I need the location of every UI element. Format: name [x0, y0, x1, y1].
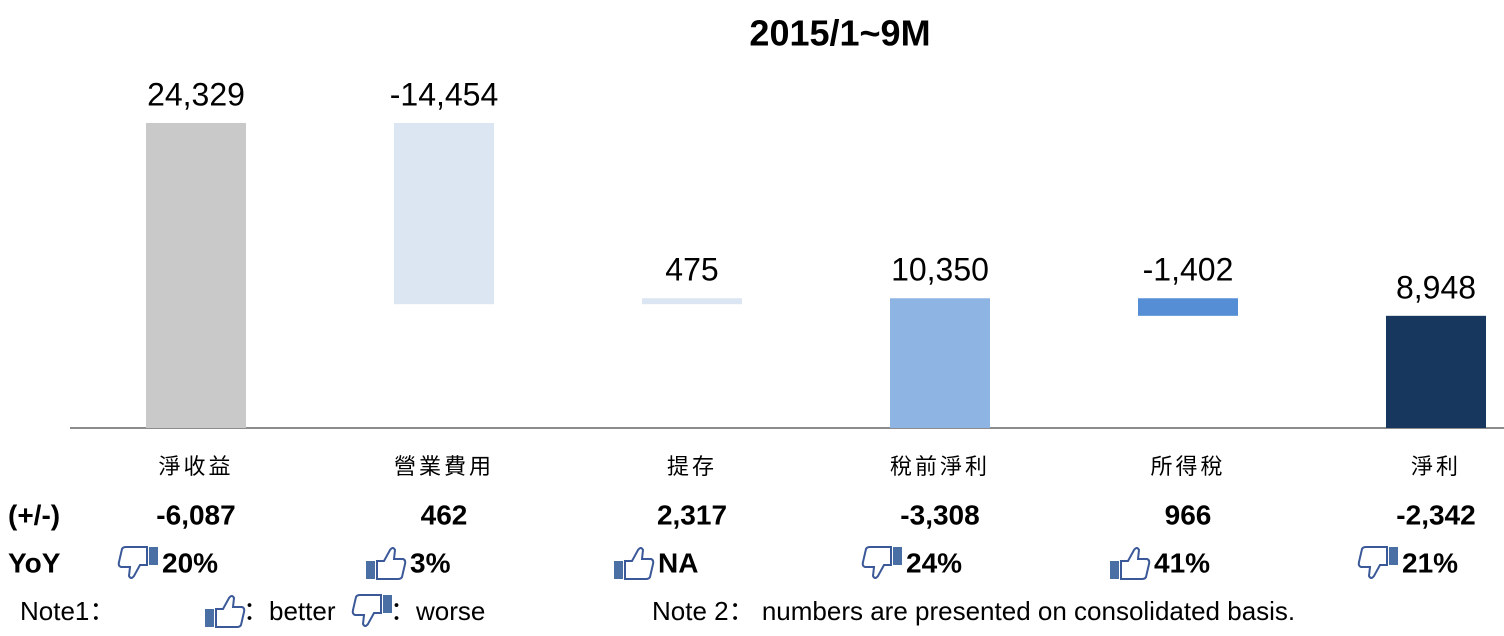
bar — [1386, 315, 1486, 428]
yoy-label: YoY — [8, 547, 61, 578]
value-label: -14,454 — [390, 76, 499, 112]
yoy-value: 21% — [1402, 547, 1458, 578]
thumb-down — [861, 546, 902, 579]
note1: Note1： — [20, 596, 115, 626]
change-value: -6,087 — [156, 499, 235, 530]
value-label: 24,329 — [147, 76, 245, 112]
thumb-cuff — [1389, 547, 1398, 565]
thumb-up — [614, 547, 655, 580]
yoy-value: 20% — [162, 547, 218, 578]
thumb-cuff — [149, 547, 158, 565]
change-value: -2,342 — [1396, 499, 1475, 530]
thumb-up — [366, 547, 407, 580]
thumb-down — [351, 594, 392, 627]
thumb-cuff — [614, 561, 623, 579]
x-tick-label: 稅前淨利 — [890, 455, 990, 480]
chart-title: 2015/1~9M — [749, 13, 930, 54]
thumb-cuff — [383, 595, 392, 613]
x-tick-label: 淨利 — [1411, 455, 1461, 480]
note-worse: ：worse — [390, 596, 485, 626]
bar — [1138, 298, 1238, 316]
thumb-cuff — [205, 609, 214, 627]
thumb-hand — [624, 547, 655, 580]
change-label: (+/-) — [8, 499, 60, 530]
yoy-value: 24% — [906, 547, 962, 578]
yoy-value: 3% — [410, 547, 451, 578]
value-label: 8,948 — [1396, 269, 1476, 305]
change-value: 462 — [421, 499, 468, 530]
change-value: -3,308 — [900, 499, 979, 530]
change-value: 2,317 — [657, 499, 727, 530]
thumb-down — [117, 546, 158, 579]
thumb-hand — [376, 547, 407, 580]
change-value: 966 — [1165, 499, 1212, 530]
thumb-hand — [117, 546, 148, 579]
x-tick-label: 營業費用 — [394, 455, 494, 480]
yoy-value: 41% — [1154, 547, 1210, 578]
thumb-hand — [1120, 547, 1151, 580]
value-label: -1,402 — [1143, 252, 1234, 288]
thumb-hand — [215, 595, 246, 628]
thumb-cuff — [893, 547, 902, 565]
yoy-value: NA — [658, 547, 698, 578]
thumb-up — [205, 595, 246, 628]
thumb-cuff — [1110, 561, 1119, 579]
value-label: 10,350 — [891, 252, 989, 288]
bar — [146, 123, 246, 428]
thumb-hand — [351, 594, 382, 627]
note2: Note 2： numbers are presented on consoli… — [652, 596, 1295, 626]
bar — [890, 298, 990, 428]
thumb-hand — [861, 546, 892, 579]
x-tick-label: 淨收益 — [158, 455, 233, 480]
thumb-hand — [1357, 546, 1388, 579]
thumb-down — [1357, 546, 1398, 579]
thumb-up — [1110, 547, 1151, 580]
x-tick-label: 提存 — [667, 455, 717, 480]
thumb-cuff — [366, 561, 375, 579]
note-better: ：better — [243, 596, 336, 626]
bar — [642, 298, 742, 305]
bar — [394, 123, 494, 305]
x-tick-label: 所得稅 — [1150, 455, 1225, 480]
value-label: 475 — [665, 252, 718, 288]
